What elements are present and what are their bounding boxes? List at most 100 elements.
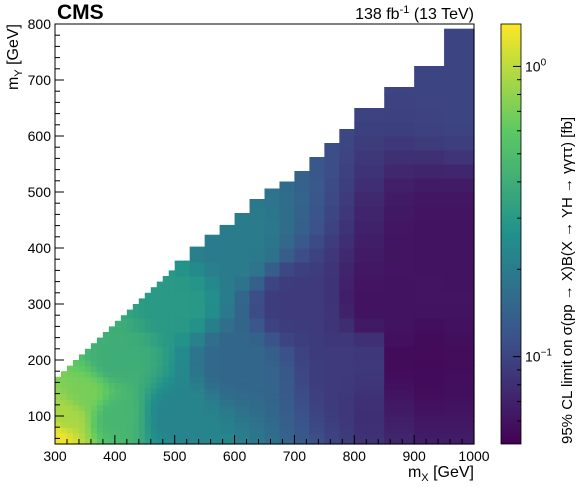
heatmap-cell: [144, 382, 152, 389]
heatmap-cell: [162, 416, 170, 423]
heatmap-cell: [339, 399, 355, 406]
heatmap-cell: [294, 332, 310, 347]
heatmap-cell: [78, 376, 86, 383]
heatmap-cell: [174, 382, 191, 389]
heatmap-cell: [414, 376, 445, 383]
heatmap-cell: [249, 346, 266, 361]
heatmap-cell: [132, 346, 140, 361]
heatmap-cell: [264, 276, 281, 291]
heatmap-cell: [156, 290, 164, 305]
heatmap-cell: [204, 346, 221, 361]
heatmap-cell: [294, 438, 310, 445]
heatmap-cell: [444, 234, 475, 249]
heatmap-cell: [114, 393, 122, 400]
heatmap-cell: [219, 410, 236, 417]
heatmap-cell: [384, 94, 415, 109]
heatmap-cell: [279, 248, 296, 263]
heatmap-cell: [90, 399, 98, 406]
heatmap-cell: [264, 332, 281, 347]
heatmap-cell: [126, 360, 134, 367]
heatmap-cell: [132, 393, 140, 400]
heatmap-cell: [138, 376, 146, 383]
heatmap-cell: [234, 290, 251, 305]
heatmap-cell: [294, 365, 310, 372]
heatmap-cell: [55, 416, 62, 423]
heatmap-cell: [384, 136, 415, 151]
heatmap-cell: [234, 262, 251, 277]
x-axis-label: mX [GeV]: [408, 464, 474, 484]
heatmap-cell: [444, 365, 475, 372]
heatmap-cell: [138, 298, 146, 305]
heatmap-cell: [264, 438, 281, 445]
heatmap-cell: [384, 276, 415, 291]
heatmap-cell: [219, 332, 236, 347]
heatmap-cell: [162, 427, 170, 434]
heatmap-cell: [309, 192, 325, 207]
heatmap-cell: [309, 365, 325, 372]
heatmap-cell: [174, 421, 191, 428]
heatmap-cell: [132, 421, 140, 428]
heatmap-cell: [102, 360, 110, 367]
heatmap-cell: [339, 318, 355, 333]
heatmap-cell: [234, 365, 251, 372]
heatmap-cell: [309, 332, 325, 347]
heatmap-cell: [444, 404, 475, 411]
heatmap-cell: [339, 360, 355, 367]
heatmap-cell: [120, 427, 128, 434]
heatmap-cell: [279, 376, 296, 383]
heatmap-cell: [138, 393, 146, 400]
heatmap-cell: [126, 309, 134, 319]
heatmap-cell: [444, 248, 475, 263]
heatmap-cell: [90, 410, 98, 417]
heatmap-cell: [384, 438, 415, 445]
heatmap-cell: [174, 410, 191, 417]
heatmap-cell: [294, 290, 310, 305]
heatmap-cell: [60, 371, 68, 378]
heatmap-cell: [78, 432, 86, 439]
heatmap-cell: [414, 371, 445, 378]
heatmap-cell: [309, 399, 325, 406]
heatmap-cell: [264, 346, 281, 361]
heatmap-cell: [309, 178, 325, 193]
heatmap-cell: [162, 399, 170, 406]
heatmap-cell: [204, 248, 221, 263]
heatmap-cell: [96, 337, 104, 347]
heatmap-cell: [339, 393, 355, 400]
heatmap-cell: [66, 388, 74, 395]
heatmap-cell: [189, 388, 206, 395]
heatmap-cell: [309, 388, 325, 395]
heatmap-cell: [444, 164, 475, 179]
heatmap-cell: [132, 438, 140, 445]
heatmap-cell: [72, 427, 80, 434]
heatmap-cell: [294, 346, 310, 361]
heatmap-cell: [204, 365, 221, 372]
heatmap-cell: [204, 276, 221, 291]
heatmap-cell: [150, 287, 158, 291]
heatmap-cell: [444, 346, 475, 361]
heatmap-cell: [249, 438, 266, 445]
heatmap-cell: [108, 326, 116, 333]
heatmap-cell: [189, 248, 206, 263]
heatmap-cell: [324, 421, 340, 428]
heatmap-cell: [174, 427, 191, 434]
heatmap-cell: [156, 360, 164, 367]
heatmap-cell: [132, 371, 140, 378]
heatmap-cell: [309, 248, 325, 263]
heatmap-cell: [324, 150, 340, 165]
heatmap-cell: [144, 318, 152, 333]
heatmap-cell: [144, 292, 152, 305]
heatmap-cell: [339, 371, 355, 378]
heatmap-cell: [150, 318, 158, 333]
heatmap-cell: [324, 393, 340, 400]
heatmap-cell: [72, 393, 80, 400]
heatmap-cell: [354, 220, 385, 235]
heatmap-cell: [114, 416, 122, 423]
heatmap-cell: [55, 438, 62, 445]
colorbar-label: 95% CL limit on σ(pp → X)B(X → YH → γγττ…: [559, 117, 576, 444]
heatmap-cell: [444, 192, 475, 207]
heatmap-cell: [384, 360, 415, 367]
heatmap-cell: [444, 262, 475, 277]
heatmap-cell: [144, 360, 152, 367]
heatmap-cell: [126, 438, 134, 445]
